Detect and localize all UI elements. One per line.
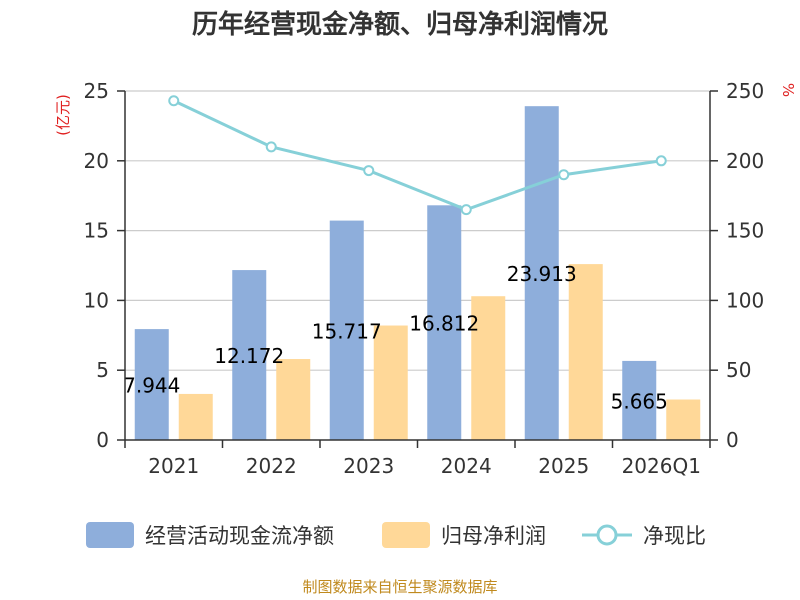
left-axis-tick-label: 25 [84,79,109,103]
ratio-point[interactable] [655,155,667,167]
ratio-point[interactable] [460,204,472,216]
ratio-point[interactable] [168,95,180,107]
legend-swatch-cashflow [86,522,134,548]
legend-label-profit: 归母净利润 [441,524,546,548]
legend-item-profit[interactable]: 归母净利润 [382,522,546,548]
legend-item-cashflow[interactable]: 经营活动现金流净额 [86,522,334,548]
profit-bar[interactable] [178,393,213,440]
right-axis-tick-label: 200 [726,149,764,173]
cashflow-bar[interactable] [329,220,364,440]
ratio-point[interactable] [558,169,570,181]
data-labels: 7.944 12.172 15.717 16.812 23.913 5.665 [123,262,668,413]
x-axis-tick-label: 2025 [538,454,589,478]
profit-bar[interactable] [373,325,408,440]
profit-bar[interactable] [568,264,603,440]
profit-bar[interactable] [471,296,506,440]
x-axis-tick-label: 2026Q1 [622,454,701,478]
gridlines [125,90,710,371]
right-axis-tick-label: 50 [726,358,751,382]
right-axis-tick-label: 250 [726,79,764,103]
cashflow-bar[interactable] [524,106,559,440]
x-axis-tick-label: 2024 [441,454,492,478]
left-axis-tick-label: 15 [84,219,109,243]
profit-bar[interactable] [666,399,701,440]
cashflow-bar[interactable] [134,329,169,440]
x-axis-tick-label: 2021 [148,454,199,478]
x-axis-tick-label: 2023 [343,454,394,478]
data-label: 15.717 [312,319,382,343]
source-note: 制图数据来自恒生聚源数据库 [302,578,497,596]
line-series [168,95,667,216]
left-axis-tick-label: 0 [96,428,109,452]
legend-label-cashflow: 经营活动现金流净额 [145,524,334,548]
cashflow-bar[interactable] [232,270,267,440]
left-axis-tick-label: 5 [96,358,109,382]
left-axis-tick-label: 10 [84,288,109,312]
profit-bar[interactable] [276,359,311,440]
legend-label-ratio: 净现比 [643,524,706,548]
legend: 经营活动现金流净额 归母净利润 净现比 [86,522,706,548]
data-label: 5.665 [611,389,668,413]
right-axis-unit: % [779,83,797,97]
ratio-point[interactable] [363,165,375,177]
data-label: 12.172 [214,344,284,368]
legend-swatch-profit [382,522,430,548]
legend-marker-ratio [596,524,618,546]
left-axis-tick-label: 20 [84,149,109,173]
x-axis-tick-label: 2022 [246,454,297,478]
left-axis-unit: (亿元) [54,94,72,136]
chart-title: 历年经营现金净额、归母净利润情况 [192,9,608,40]
right-axis-tick-label: 150 [726,219,764,243]
cashflow-bar[interactable] [622,360,657,440]
bars [134,106,701,440]
ratio-point[interactable] [265,141,277,153]
data-label: 23.913 [507,262,577,286]
legend-item-ratio[interactable]: 净现比 [582,524,706,548]
cashflow-bar[interactable] [427,205,462,440]
data-label: 7.944 [123,374,180,398]
right-axis-tick-label: 0 [726,428,739,452]
ratio-line [173,99,662,212]
data-label: 16.812 [409,312,479,336]
right-axis-tick-label: 100 [726,288,764,312]
